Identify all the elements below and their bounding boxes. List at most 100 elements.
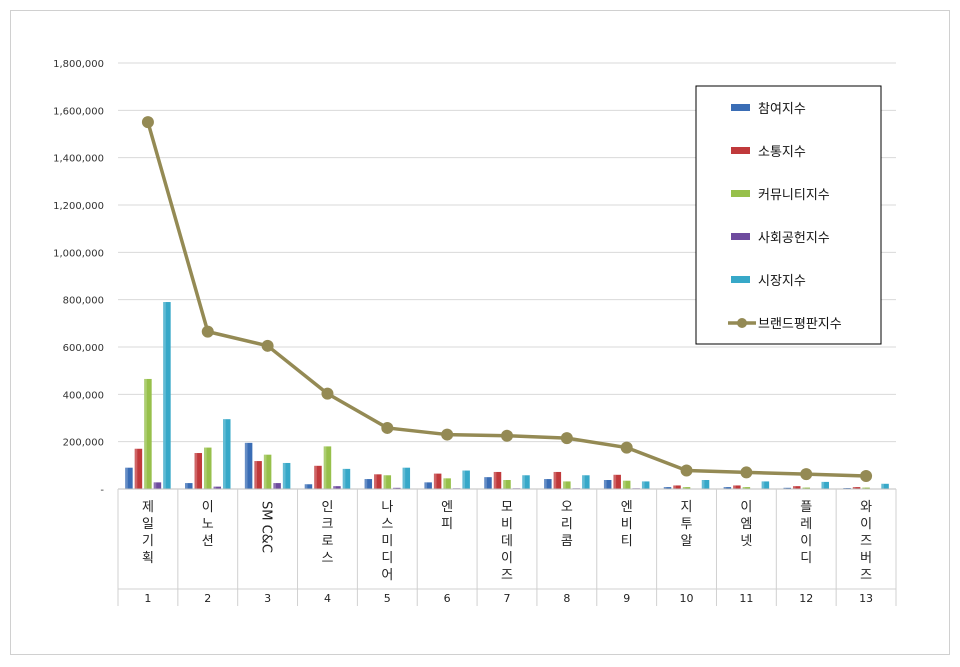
- bar: [503, 480, 511, 489]
- bar-highlight: [314, 465, 317, 489]
- bar: [682, 487, 691, 489]
- y-tick-label: 1,400,000: [53, 154, 104, 165]
- line-point: [441, 428, 454, 441]
- bar: [544, 479, 552, 489]
- bar-fill: [563, 481, 571, 489]
- bar-fill: [761, 481, 770, 489]
- bar: [553, 471, 562, 489]
- x-rank-label: 7: [504, 592, 511, 605]
- bar-fill: [603, 480, 612, 489]
- bar-highlight: [522, 475, 525, 489]
- bar-fill: [402, 467, 411, 489]
- x-rank-label: 12: [799, 592, 813, 605]
- bar-highlight: [563, 481, 566, 489]
- bar: [641, 481, 650, 489]
- x-rank-label: 5: [384, 592, 391, 605]
- bar-fill: [522, 475, 530, 489]
- bar-highlight: [493, 471, 497, 489]
- bar-highlight: [273, 483, 276, 489]
- bar-fill: [144, 378, 152, 489]
- x-rank-label: 8: [563, 592, 570, 605]
- bar: [462, 470, 470, 489]
- bar-highlight: [402, 467, 406, 489]
- legend-label: 시장지수: [758, 274, 806, 289]
- bar-highlight: [144, 378, 147, 489]
- bar: [563, 481, 571, 489]
- y-axis: 1,800,000 1,600,000 1,400,000 1,200,000 1,00…: [53, 59, 104, 496]
- y-tick-label: 1,600,000: [53, 106, 104, 117]
- bar-fill: [185, 483, 193, 489]
- bar-fill: [314, 465, 322, 489]
- bar-highlight: [213, 486, 217, 489]
- bar-highlight: [792, 486, 796, 489]
- bar-highlight: [503, 480, 506, 489]
- bar: [852, 487, 861, 489]
- bar-highlight: [323, 446, 327, 489]
- bar-highlight: [673, 485, 676, 489]
- line-point: [501, 429, 513, 442]
- bar-highlight: [852, 487, 856, 489]
- y-tick-label: -: [100, 485, 104, 496]
- y-tick-label: 200,000: [63, 438, 104, 449]
- bar: [603, 480, 612, 489]
- y-tick-label: 400,000: [63, 390, 104, 401]
- bar: [223, 419, 231, 489]
- bar-highlight: [701, 480, 705, 489]
- bar: [263, 454, 272, 489]
- bar-fill: [393, 487, 401, 489]
- bar-fill: [802, 487, 810, 489]
- bar-fill: [153, 482, 162, 489]
- bar: [792, 486, 801, 489]
- y-tick-label: 1,200,000: [53, 201, 104, 212]
- bar: [273, 483, 281, 489]
- line-point: [261, 339, 274, 352]
- y-tick-label: 800,000: [63, 296, 104, 307]
- legend-label: 참여지수: [758, 102, 806, 117]
- bar-fill: [493, 471, 502, 489]
- bar-highlight: [641, 481, 645, 489]
- bar: [304, 484, 313, 489]
- bar: [622, 480, 631, 489]
- bar-highlight: [163, 302, 166, 489]
- bar-fill: [783, 487, 791, 489]
- bar-highlight: [153, 482, 157, 489]
- bar-fill: [342, 468, 351, 489]
- x-rank-label: 2: [204, 592, 211, 605]
- bar: [144, 378, 152, 489]
- bar: [701, 480, 710, 489]
- bar: [862, 487, 870, 489]
- bar-highlight: [125, 467, 128, 489]
- x-rank-label: 13: [859, 592, 873, 605]
- bar-fill: [383, 475, 392, 489]
- bar-highlight: [742, 487, 746, 489]
- line-point: [800, 468, 813, 481]
- line-point: [860, 469, 873, 482]
- bar-fill: [613, 474, 621, 489]
- bar-highlight: [374, 474, 377, 489]
- bar: [733, 485, 741, 489]
- line-point: [141, 116, 154, 129]
- bar: [613, 474, 621, 489]
- bar-fill: [862, 487, 870, 489]
- bars: [125, 302, 889, 489]
- bar-fill: [163, 302, 171, 489]
- bar-highlight: [433, 473, 437, 489]
- bar-highlight: [244, 442, 248, 489]
- bar: [522, 475, 530, 489]
- x-rank-label: 10: [680, 592, 694, 605]
- bar-fill: [244, 442, 253, 489]
- bar: [761, 481, 770, 489]
- bar: [673, 485, 681, 489]
- line-point: [201, 325, 214, 338]
- bar: [333, 486, 341, 489]
- bar-fill: [424, 482, 432, 489]
- bar: [723, 487, 732, 489]
- bar-highlight: [462, 470, 466, 489]
